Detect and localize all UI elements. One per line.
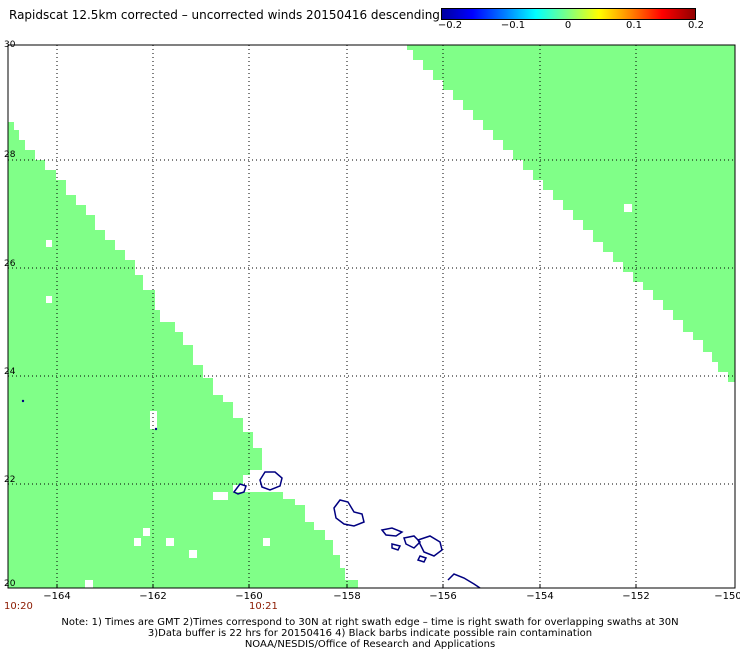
colorbar-tick: −0.1 — [500, 20, 526, 31]
lon-label: −158 — [333, 591, 361, 602]
time-label: 10:20 — [4, 601, 33, 612]
lon-label: −156 — [429, 591, 457, 602]
lat-label: 24 — [4, 367, 16, 377]
lon-label: −164 — [43, 591, 71, 602]
note-line-2: 3)Data buffer is 22 hrs for 20150416 4) … — [147, 628, 593, 639]
frame-ticks — [56, 584, 637, 588]
left-swath — [8, 122, 358, 588]
lon-label: −160 — [235, 591, 263, 602]
right-swath — [407, 45, 735, 382]
lon-label: −152 — [622, 591, 650, 602]
lon-label: −154 — [526, 591, 554, 602]
lon-label: −162 — [139, 591, 167, 602]
map-title: Rapidscat 12.5km corrected – uncorrected… — [9, 8, 440, 22]
colorbar — [441, 8, 696, 20]
colorbar-tick: 0 — [564, 20, 572, 31]
colorbar-tick: −0.2 — [437, 20, 463, 31]
lon-label: −150 — [714, 591, 740, 602]
coastline — [232, 471, 481, 589]
lat-label: 26 — [4, 259, 16, 269]
lat-label: 28 — [4, 150, 16, 160]
lat-label: 30 — [4, 40, 16, 50]
note-line-1: Note: 1) Times are GMT 2)Times correspon… — [61, 617, 679, 628]
plot-frame — [7, 44, 736, 589]
note-line-3: NOAA/NESDIS/Office of Research and Appli… — [244, 639, 496, 650]
lat-label: 20 — [4, 579, 16, 589]
colorbar-tick: 0.2 — [688, 20, 704, 31]
time-label: 10:21 — [249, 601, 278, 612]
graticule — [8, 45, 735, 588]
colorbar-tick: 0.1 — [626, 20, 642, 31]
lat-label: 22 — [4, 475, 16, 485]
